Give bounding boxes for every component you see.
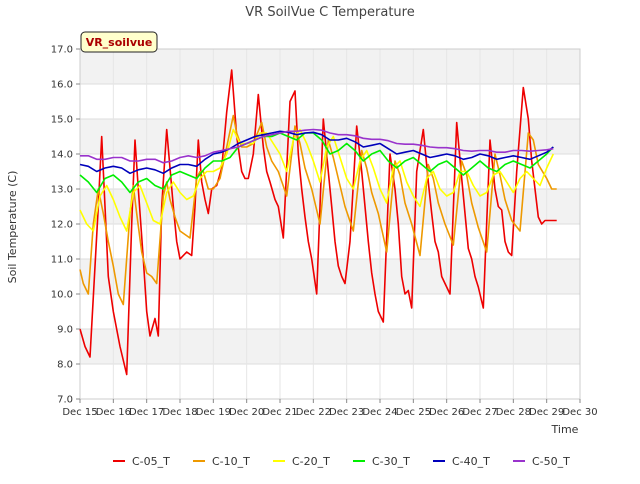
y-axis-ticks: 7.0 8.0 9.0 10.0 11.0 12.0 13.0 14.0 15.0 16.0 17.… <box>51 45 80 406</box>
legend-label: C-30_T <box>372 455 410 468</box>
plot-band <box>80 224 580 259</box>
series-line-c-30-t <box>79 132 554 194</box>
y-tick-label: 14.0 <box>51 150 73 161</box>
y-tick-label: 12.0 <box>51 220 73 231</box>
series-line-c-10-t <box>79 114 557 306</box>
x-tick-label: Dec 29 <box>529 407 564 418</box>
legend: C-05_T C-10_T C-20_T C-30_T C-40_T C-50_T <box>113 455 570 468</box>
y-tick-label: 7.0 <box>57 395 73 406</box>
legend-label: C-40_T <box>452 455 490 468</box>
y-tick-label: 11.0 <box>51 255 73 266</box>
x-tick-label: Dec 28 <box>496 407 531 418</box>
legend-label: C-10_T <box>212 455 250 468</box>
y-tick-label: 16.0 <box>51 80 73 91</box>
site-label-box: VR_soilvue <box>80 31 158 53</box>
plot-band <box>80 259 580 294</box>
plot-band <box>80 294 580 329</box>
x-tick-label: Dec 30 <box>562 407 597 418</box>
x-tick-label: Dec 16 <box>96 407 131 418</box>
x-tick-label: Dec 25 <box>396 407 431 418</box>
legend-item: C-05_T <box>113 455 170 468</box>
plot-band <box>80 329 580 364</box>
x-tick-label: Dec 20 <box>229 407 264 418</box>
plot-band <box>80 84 580 119</box>
legend-label: C-20_T <box>292 455 330 468</box>
y-tick-label: 8.0 <box>57 360 73 371</box>
x-tick-label: Dec 18 <box>162 407 197 418</box>
y-axis-label: Soil Temperature (C) <box>6 171 19 284</box>
x-tick-label: Dec 22 <box>296 407 331 418</box>
series-line-c-05-t <box>79 69 557 376</box>
series-line-c-20-t <box>79 128 555 232</box>
legend-item: C-30_T <box>353 455 410 468</box>
site-label: VR_soilvue <box>86 36 153 49</box>
x-tick-label: Dec 19 <box>196 407 231 418</box>
x-tick-label: Dec 24 <box>362 407 397 418</box>
x-tick-label: Dec 27 <box>462 407 497 418</box>
series-line-c-40-t <box>79 130 554 175</box>
x-tick-label: Dec 17 <box>129 407 164 418</box>
series-layer <box>79 69 557 376</box>
x-tick-label: Dec 23 <box>329 407 364 418</box>
y-tick-label: 15.0 <box>51 115 73 126</box>
plot-band <box>80 49 580 84</box>
chart-title: VR SoilVue C Temperature <box>245 5 414 20</box>
legend-item: C-50_T <box>513 455 570 468</box>
legend-item: C-10_T <box>193 455 250 468</box>
y-tick-label: 10.0 <box>51 290 73 301</box>
x-tick-label: Dec 26 <box>429 407 464 418</box>
y-tick-label: 13.0 <box>51 185 73 196</box>
series-line-c-50-t <box>80 128 554 164</box>
x-tick-label: Dec 21 <box>262 407 297 418</box>
legend-label: C-05_T <box>132 455 170 468</box>
x-axis-label: Time <box>551 423 579 436</box>
legend-label: C-50_T <box>532 455 570 468</box>
plot-band <box>80 364 580 399</box>
y-tick-label: 17.0 <box>51 45 73 56</box>
x-tick-label: Dec 15 <box>62 407 97 418</box>
legend-item: C-20_T <box>273 455 330 468</box>
legend-item: C-40_T <box>433 455 490 468</box>
y-tick-label: 9.0 <box>57 325 73 336</box>
